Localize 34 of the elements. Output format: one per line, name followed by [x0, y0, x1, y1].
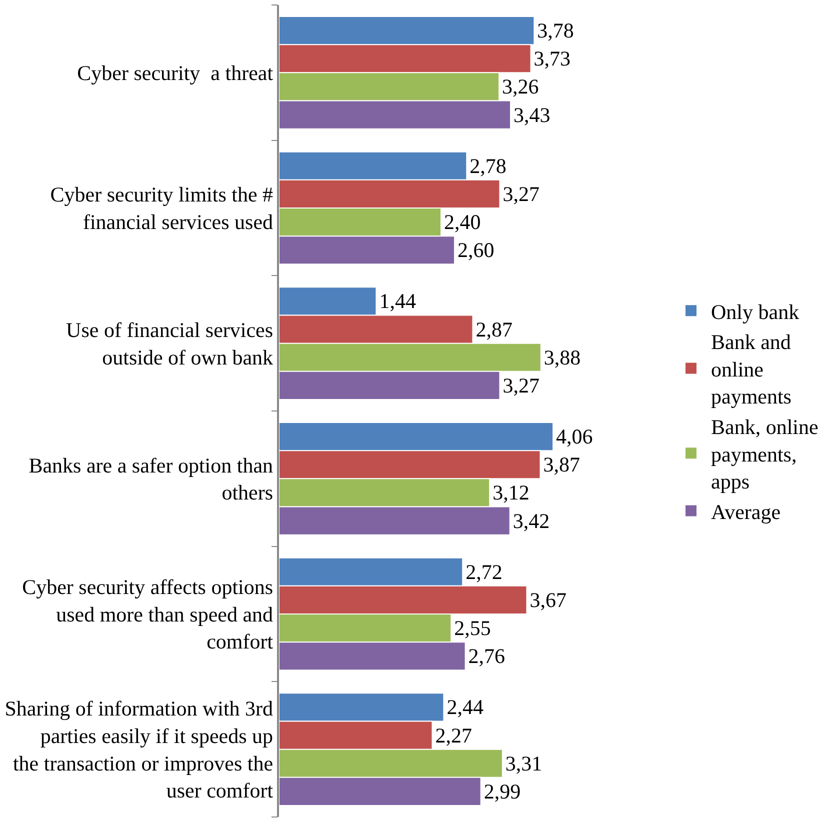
data-label: 2,44 — [446, 695, 484, 720]
legend-label: Only bank — [711, 300, 800, 324]
data-label: 3,31 — [505, 751, 542, 776]
data-label: 3,87 — [543, 452, 580, 477]
data-label: 2,60 — [458, 238, 494, 262]
data-label: 3,67 — [530, 588, 566, 612]
legend-label: Average — [711, 500, 781, 524]
y-tick-label: Cyber security a threat — [77, 61, 274, 86]
data-label: 3,26 — [502, 74, 539, 99]
y-tick-label: Cyber security limits the # financial services used — [50, 182, 274, 234]
data-label: 2,99 — [484, 779, 521, 804]
data-label: 2,27 — [435, 723, 472, 748]
data-label: 3,43 — [514, 102, 550, 127]
data-label: 2,78 — [470, 154, 506, 178]
data-label: 2,87 — [476, 317, 512, 342]
data-label: 1,44 — [379, 289, 416, 314]
data-label: 3,12 — [492, 480, 530, 505]
data-label: 2,76 — [468, 644, 506, 668]
y-tick-label: Use of financial services outside of own bank — [66, 318, 274, 370]
data-label: 2,72 — [466, 560, 502, 584]
data-label: 3,27 — [502, 182, 540, 206]
y-tick-label: Sharing of information with 3rd parties easily if it speeds up the transaction or improves the user comfort — [4, 696, 274, 803]
data-label: 3,27 — [502, 373, 540, 398]
y-tick-label: Cyber security affects options used more than speed and comfort — [22, 575, 274, 654]
data-label: 3,42 — [512, 508, 550, 533]
legend-label: Bank, online payments, apps — [711, 415, 818, 494]
data-label: 3,78 — [537, 18, 574, 43]
data-label: 2,40 — [444, 210, 481, 234]
data-label: 2,55 — [454, 616, 491, 640]
data-label: 3,73 — [534, 46, 571, 71]
data-label: 4,06 — [556, 424, 593, 449]
legend-label: Bank and online payments — [711, 330, 792, 409]
data-label: 3,88 — [544, 345, 581, 370]
y-tick-label: Banks are a safer option than others — [28, 453, 274, 505]
